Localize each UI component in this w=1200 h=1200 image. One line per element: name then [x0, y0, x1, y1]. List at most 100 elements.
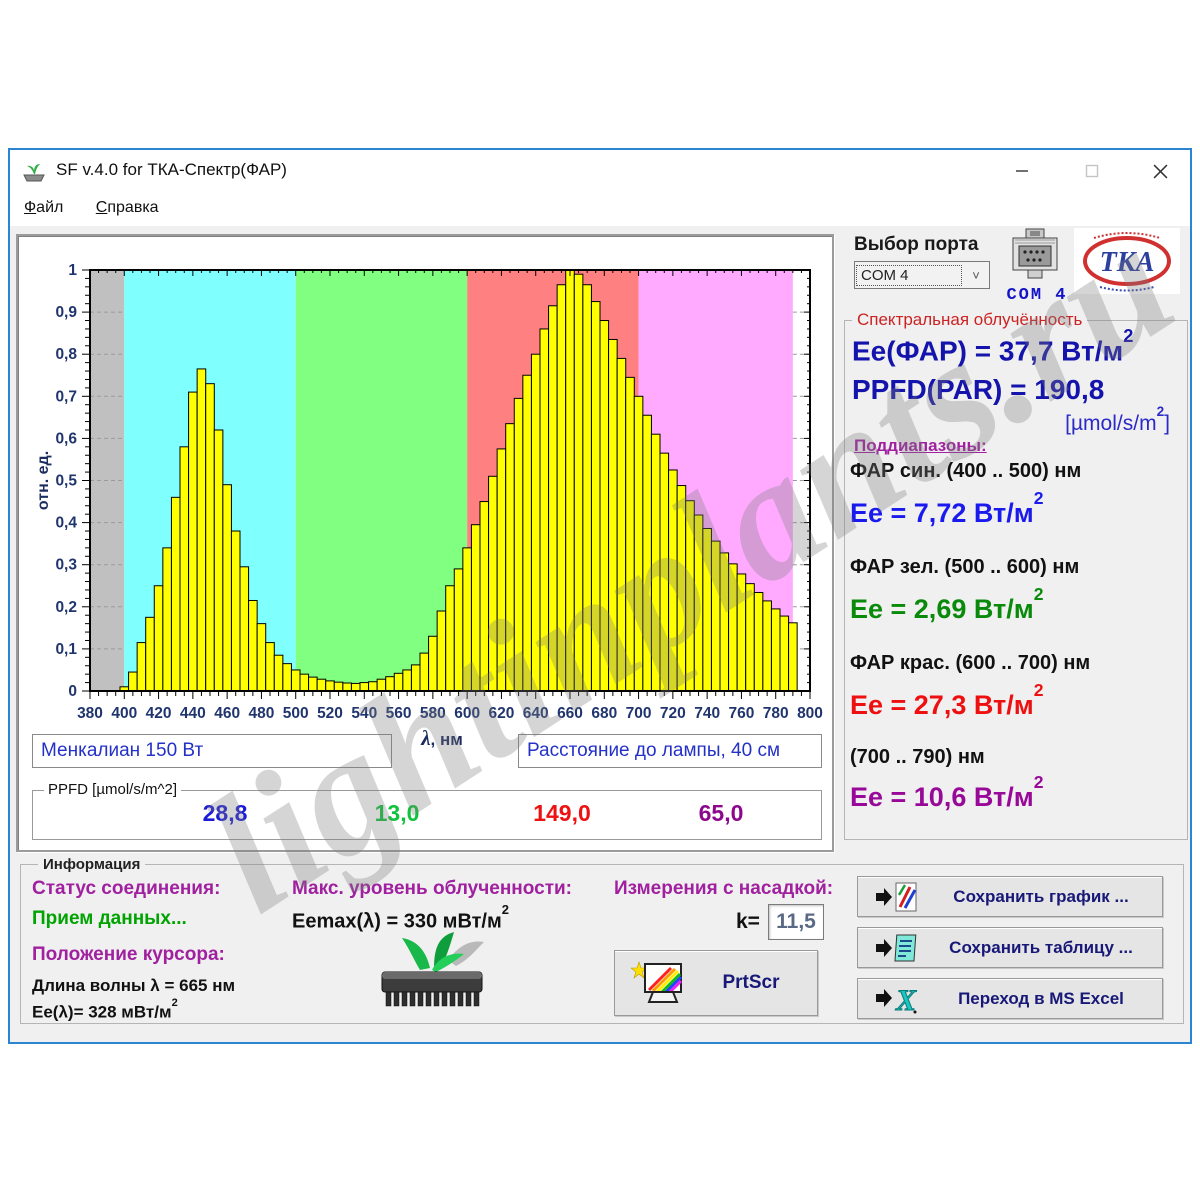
spectrum-bar [316, 678, 327, 692]
spectrum-bar [633, 395, 644, 692]
lamp-name-field[interactable]: Менкалиан 150 Вт [32, 734, 392, 768]
spectrum-bar [196, 368, 207, 692]
menu-file[interactable]: Файл [24, 199, 64, 216]
y-tick-label: 0,7 [55, 388, 77, 405]
minimize-button[interactable] [992, 150, 1052, 192]
save-table-button[interactable]: Сохранить таблицу ... [857, 927, 1163, 968]
spectrum-bar [325, 680, 335, 692]
spectrum-bar [505, 423, 515, 692]
spectrum-bar [308, 676, 318, 692]
spectrum-bar [299, 673, 310, 692]
x-tick-label: 440 [180, 705, 206, 722]
spectrum-bar [230, 530, 241, 692]
spectrum-bar [410, 664, 421, 692]
subrange-red-value: Ee = 27,3 Вт/м2 [850, 680, 1044, 720]
ppfd-red-value: 149,0 [533, 800, 591, 826]
spectrum-bar [788, 622, 798, 692]
spectrum-bar [488, 475, 498, 692]
ppfd-units: [µmol/s/m2] [1065, 403, 1170, 435]
info-group-label: Информация [38, 856, 146, 873]
spectrum-bar [290, 669, 301, 692]
spectrum-bar [170, 496, 181, 692]
prtscr-button-label: PrtScr [722, 972, 780, 993]
svg-text:X: X [895, 984, 917, 1016]
x-tick-label: 500 [283, 705, 309, 722]
spectrum-bar [385, 676, 395, 692]
close-button[interactable] [1130, 150, 1190, 192]
save-graph-button[interactable]: Сохранить график ... [857, 876, 1163, 917]
spectrum-bar [573, 273, 584, 692]
y-tick-label: 0,6 [55, 430, 77, 447]
spectrum-bar [728, 563, 738, 692]
com-port-combobox[interactable]: COM 4 ˅ [854, 261, 990, 289]
spectrum-bar [453, 568, 464, 692]
spectrum-bar [205, 383, 215, 692]
spectrum-chart[interactable]: 380 400 420 440 460 480 500 520 540 560 580 600 620 6… [18, 236, 832, 796]
menu-bar: Файл Справка [10, 192, 1190, 226]
spectrum-bar [668, 469, 678, 692]
spectrum-bar [565, 269, 575, 692]
ppfd-purple-value: 65,0 [698, 800, 744, 826]
k-coefficient-label: k= [736, 910, 760, 933]
subrange-green-value: Ee = 2,69 Вт/м2 [850, 584, 1044, 624]
excel-icon: X [876, 983, 918, 1016]
ppfd-groupbox [32, 790, 822, 840]
spectrum-bar [710, 540, 721, 692]
spectrum-bar [745, 583, 755, 692]
spectrum-chart-panel: 380 400 420 440 460 480 500 520 540 560 580 600 620 6… [16, 234, 834, 852]
menu-help[interactable]: Справка [95, 199, 159, 216]
cursor-wavelength: Длина волны λ = 665 нм [32, 976, 236, 995]
x-tick-label: 420 [146, 705, 172, 722]
spectrum-bar [359, 682, 370, 692]
spectrum-bar [333, 681, 344, 692]
x-tick-label: 460 [214, 705, 240, 722]
spectrum-bar [282, 663, 292, 692]
ppfd-group-label: PPFD [µmol/s/m^2] [44, 781, 182, 798]
y-tick-label: 0 [68, 683, 77, 700]
status-label: Статус соединения: [32, 878, 221, 899]
x-tick-label: 380 [77, 705, 103, 722]
subrange-farred-value: Ee = 10,6 Вт/м2 [850, 772, 1044, 812]
maximize-icon [1085, 164, 1099, 178]
prtscr-button[interactable]: PrtScr [614, 950, 818, 1016]
y-tick-label: 0,3 [55, 557, 77, 574]
x-tick-label: 700 [626, 705, 652, 722]
excel-label: Переход в MS Excel [958, 988, 1124, 1008]
spectrum-bar [153, 585, 164, 692]
chip-plant-icon [381, 932, 484, 1007]
spectrum-bar [136, 642, 147, 692]
spectrum-bar [419, 652, 430, 692]
spectrum-bar [599, 320, 610, 692]
spectrum-bar [556, 284, 567, 692]
maximize-button[interactable] [1062, 150, 1122, 192]
x-tick-label: 720 [660, 705, 686, 722]
y-tick-label: 1 [68, 262, 77, 279]
ppfd-green-value: 13,0 [374, 800, 420, 826]
spectrum-bar [625, 376, 635, 692]
excel-button[interactable]: X Переход в MS Excel [857, 978, 1163, 1019]
subrange-green-label: ФАР зел. (500 .. 600) нм [850, 556, 1080, 578]
spectrum-bar [128, 671, 138, 692]
spectrum-bar [770, 608, 781, 692]
spectrum-bar [428, 635, 438, 692]
ppfd-par-value: PPFD(PAR) = 190,8 [852, 374, 1105, 405]
x-tick-label: 660 [557, 705, 583, 722]
spectrum-bar [376, 678, 387, 692]
x-tick-label: 400 [111, 705, 137, 722]
spectrum-bar [762, 600, 772, 692]
cursor-label: Положение курсора: [32, 944, 225, 965]
distance-field[interactable]: Расстояние до лампы, 40 см [518, 734, 822, 768]
spectrum-bar [145, 616, 155, 692]
nozzle-label: Измерения с насадкой: [614, 878, 834, 899]
chevron-down-icon[interactable]: ˅ [972, 267, 980, 283]
close-icon [1153, 164, 1167, 178]
k-coefficient-input[interactable] [768, 904, 824, 940]
spectrum-bar [642, 414, 652, 692]
y-tick-label: 0,9 [55, 304, 77, 321]
app-window: SF v.4.0 for ТКА-Спектр(ФАР) Файл Справк… [8, 148, 1192, 1044]
y-axis-title: отн. ед. [35, 451, 52, 510]
spectrum-bar [779, 615, 790, 692]
x-tick-label: 560 [386, 705, 412, 722]
x-tick-label: 740 [694, 705, 720, 722]
title-bar: SF v.4.0 for ТКА-Спектр(ФАР) [10, 150, 1190, 192]
